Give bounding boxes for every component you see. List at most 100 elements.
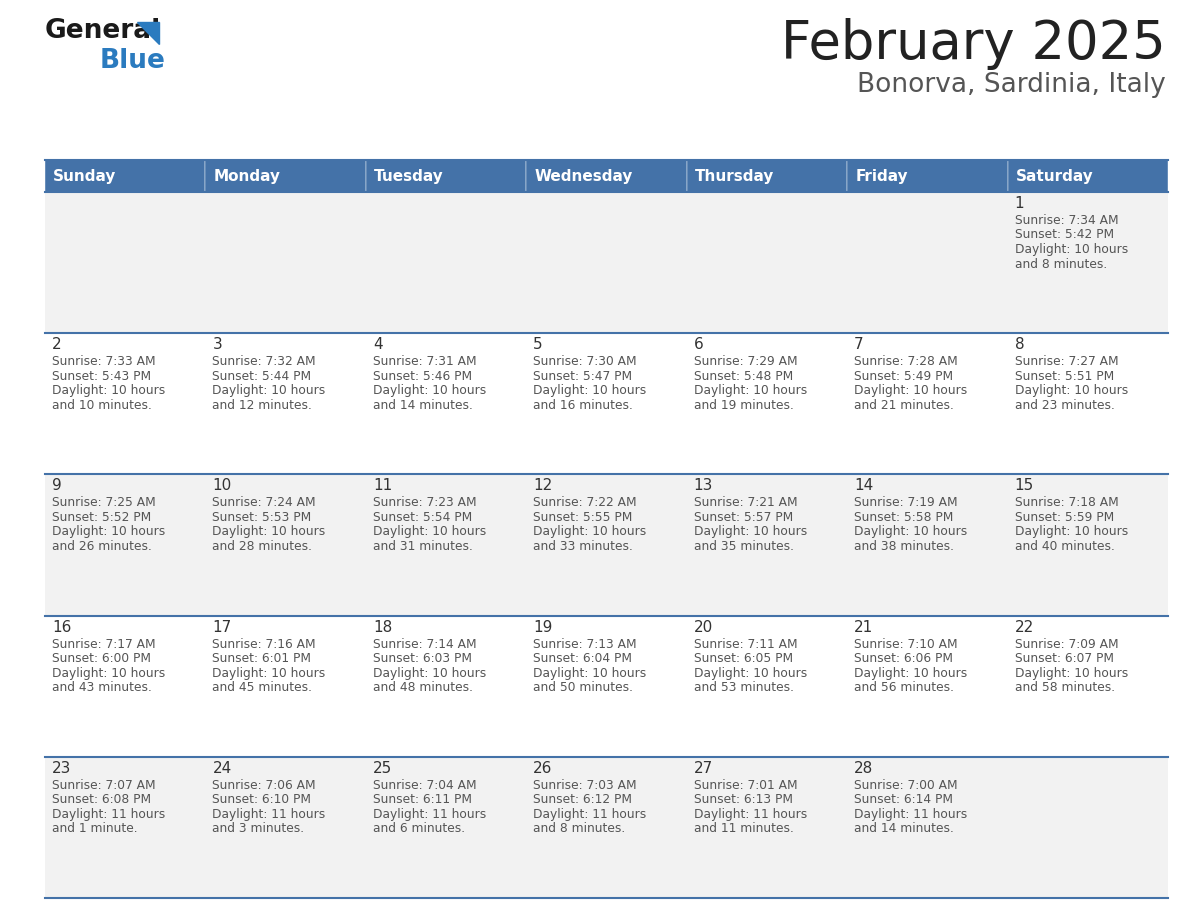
Text: and 28 minutes.: and 28 minutes. bbox=[213, 540, 312, 553]
Text: Sunrise: 7:33 AM: Sunrise: 7:33 AM bbox=[52, 355, 156, 368]
Text: 6: 6 bbox=[694, 337, 703, 353]
Text: Daylight: 10 hours: Daylight: 10 hours bbox=[533, 525, 646, 538]
Text: and 6 minutes.: and 6 minutes. bbox=[373, 823, 465, 835]
Text: and 14 minutes.: and 14 minutes. bbox=[373, 398, 473, 411]
Bar bbox=[45, 192, 1168, 333]
Text: Sunrise: 7:11 AM: Sunrise: 7:11 AM bbox=[694, 638, 797, 651]
Text: and 38 minutes.: and 38 minutes. bbox=[854, 540, 954, 553]
Text: Sunset: 5:57 PM: Sunset: 5:57 PM bbox=[694, 511, 792, 524]
Text: Sunrise: 7:31 AM: Sunrise: 7:31 AM bbox=[373, 355, 476, 368]
Text: and 12 minutes.: and 12 minutes. bbox=[213, 398, 312, 411]
Text: Sunset: 5:46 PM: Sunset: 5:46 PM bbox=[373, 370, 472, 383]
Text: 20: 20 bbox=[694, 620, 713, 634]
Text: Sunset: 6:10 PM: Sunset: 6:10 PM bbox=[213, 793, 311, 806]
Text: Sunrise: 7:18 AM: Sunrise: 7:18 AM bbox=[1015, 497, 1118, 509]
Text: and 14 minutes.: and 14 minutes. bbox=[854, 823, 954, 835]
Text: Blue: Blue bbox=[100, 48, 166, 74]
Text: Sunset: 5:42 PM: Sunset: 5:42 PM bbox=[1015, 229, 1113, 241]
Text: Sunday: Sunday bbox=[53, 169, 116, 184]
Text: Sunrise: 7:21 AM: Sunrise: 7:21 AM bbox=[694, 497, 797, 509]
Text: and 50 minutes.: and 50 minutes. bbox=[533, 681, 633, 694]
Text: Sunset: 5:51 PM: Sunset: 5:51 PM bbox=[1015, 370, 1114, 383]
Text: Sunrise: 7:25 AM: Sunrise: 7:25 AM bbox=[52, 497, 156, 509]
Text: Sunset: 6:01 PM: Sunset: 6:01 PM bbox=[213, 652, 311, 666]
Text: 4: 4 bbox=[373, 337, 383, 353]
Text: and 40 minutes.: and 40 minutes. bbox=[1015, 540, 1114, 553]
Text: 15: 15 bbox=[1015, 478, 1034, 493]
Text: 14: 14 bbox=[854, 478, 873, 493]
Text: 3: 3 bbox=[213, 337, 222, 353]
Text: and 19 minutes.: and 19 minutes. bbox=[694, 398, 794, 411]
Text: Sunrise: 7:00 AM: Sunrise: 7:00 AM bbox=[854, 778, 958, 792]
Text: and 21 minutes.: and 21 minutes. bbox=[854, 398, 954, 411]
Text: 22: 22 bbox=[1015, 620, 1034, 634]
Text: Sunrise: 7:06 AM: Sunrise: 7:06 AM bbox=[213, 778, 316, 792]
Text: Daylight: 10 hours: Daylight: 10 hours bbox=[373, 525, 486, 538]
Text: Sunrise: 7:30 AM: Sunrise: 7:30 AM bbox=[533, 355, 637, 368]
Text: Saturday: Saturday bbox=[1016, 169, 1093, 184]
Text: Daylight: 10 hours: Daylight: 10 hours bbox=[694, 385, 807, 397]
Text: Sunrise: 7:14 AM: Sunrise: 7:14 AM bbox=[373, 638, 476, 651]
Text: 12: 12 bbox=[533, 478, 552, 493]
Text: Daylight: 10 hours: Daylight: 10 hours bbox=[1015, 666, 1127, 679]
Text: 18: 18 bbox=[373, 620, 392, 634]
Text: Sunrise: 7:07 AM: Sunrise: 7:07 AM bbox=[52, 778, 156, 792]
Text: Daylight: 10 hours: Daylight: 10 hours bbox=[533, 385, 646, 397]
Text: Sunrise: 7:29 AM: Sunrise: 7:29 AM bbox=[694, 355, 797, 368]
Text: and 33 minutes.: and 33 minutes. bbox=[533, 540, 633, 553]
Bar bbox=[206, 160, 366, 192]
Bar bbox=[687, 160, 847, 192]
Text: and 56 minutes.: and 56 minutes. bbox=[854, 681, 954, 694]
Text: 28: 28 bbox=[854, 761, 873, 776]
Text: and 10 minutes.: and 10 minutes. bbox=[52, 398, 152, 411]
Text: Daylight: 10 hours: Daylight: 10 hours bbox=[52, 525, 165, 538]
Text: and 31 minutes.: and 31 minutes. bbox=[373, 540, 473, 553]
Text: and 23 minutes.: and 23 minutes. bbox=[1015, 398, 1114, 411]
Text: 19: 19 bbox=[533, 620, 552, 634]
Text: and 53 minutes.: and 53 minutes. bbox=[694, 681, 794, 694]
Text: Sunset: 6:07 PM: Sunset: 6:07 PM bbox=[1015, 652, 1113, 666]
Text: Friday: Friday bbox=[855, 169, 908, 184]
Text: Daylight: 11 hours: Daylight: 11 hours bbox=[533, 808, 646, 821]
Text: Daylight: 11 hours: Daylight: 11 hours bbox=[694, 808, 807, 821]
Text: Daylight: 10 hours: Daylight: 10 hours bbox=[533, 666, 646, 679]
Text: Bonorva, Sardinia, Italy: Bonorva, Sardinia, Italy bbox=[858, 72, 1165, 98]
Text: Sunset: 5:55 PM: Sunset: 5:55 PM bbox=[533, 511, 633, 524]
Text: 1: 1 bbox=[1015, 196, 1024, 211]
Text: and 16 minutes.: and 16 minutes. bbox=[533, 398, 633, 411]
Bar bbox=[366, 160, 526, 192]
Text: Sunrise: 7:19 AM: Sunrise: 7:19 AM bbox=[854, 497, 958, 509]
Text: 21: 21 bbox=[854, 620, 873, 634]
Text: and 45 minutes.: and 45 minutes. bbox=[213, 681, 312, 694]
Text: 26: 26 bbox=[533, 761, 552, 776]
Text: Sunrise: 7:16 AM: Sunrise: 7:16 AM bbox=[213, 638, 316, 651]
Text: February 2025: February 2025 bbox=[782, 18, 1165, 70]
Text: 16: 16 bbox=[52, 620, 71, 634]
Bar bbox=[45, 756, 1168, 898]
Bar bbox=[847, 160, 1007, 192]
Text: Sunset: 5:43 PM: Sunset: 5:43 PM bbox=[52, 370, 151, 383]
Text: Sunset: 6:04 PM: Sunset: 6:04 PM bbox=[533, 652, 632, 666]
Text: and 11 minutes.: and 11 minutes. bbox=[694, 823, 794, 835]
Text: and 26 minutes.: and 26 minutes. bbox=[52, 540, 152, 553]
Text: Daylight: 11 hours: Daylight: 11 hours bbox=[854, 808, 967, 821]
Text: Daylight: 10 hours: Daylight: 10 hours bbox=[1015, 385, 1127, 397]
Text: General: General bbox=[45, 18, 162, 44]
Text: Sunset: 5:49 PM: Sunset: 5:49 PM bbox=[854, 370, 953, 383]
Text: Daylight: 11 hours: Daylight: 11 hours bbox=[373, 808, 486, 821]
Text: Daylight: 10 hours: Daylight: 10 hours bbox=[1015, 525, 1127, 538]
Text: Daylight: 10 hours: Daylight: 10 hours bbox=[694, 666, 807, 679]
Text: 7: 7 bbox=[854, 337, 864, 353]
Text: Sunset: 5:47 PM: Sunset: 5:47 PM bbox=[533, 370, 632, 383]
Text: Wednesday: Wednesday bbox=[535, 169, 633, 184]
Text: 23: 23 bbox=[52, 761, 71, 776]
Text: 9: 9 bbox=[52, 478, 62, 493]
Text: Daylight: 11 hours: Daylight: 11 hours bbox=[52, 808, 165, 821]
Text: Sunset: 6:06 PM: Sunset: 6:06 PM bbox=[854, 652, 953, 666]
Text: Daylight: 10 hours: Daylight: 10 hours bbox=[52, 385, 165, 397]
Text: Thursday: Thursday bbox=[695, 169, 775, 184]
Text: Daylight: 10 hours: Daylight: 10 hours bbox=[854, 666, 967, 679]
Text: 13: 13 bbox=[694, 478, 713, 493]
Text: Sunset: 6:11 PM: Sunset: 6:11 PM bbox=[373, 793, 472, 806]
Text: Sunrise: 7:32 AM: Sunrise: 7:32 AM bbox=[213, 355, 316, 368]
